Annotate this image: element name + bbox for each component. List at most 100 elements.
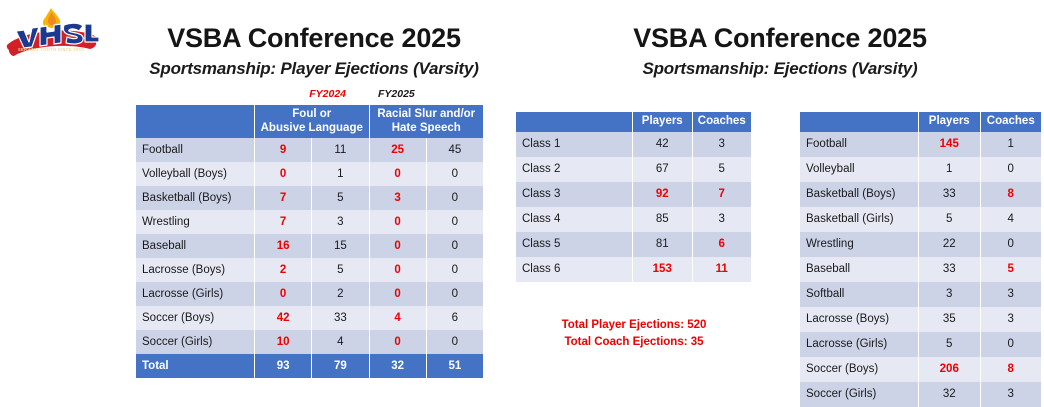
ejections-by-class-wrapper: Players Coaches Class 1 42 3 Class 2 67 5 Clas… xyxy=(516,112,752,348)
column-header-players: Players xyxy=(918,112,981,132)
table-row: Class 1 42 3 xyxy=(516,131,752,157)
cell-total-slur-fy2025: 51 xyxy=(425,354,485,379)
column-header-coaches: Coaches xyxy=(691,112,752,132)
cell-total-slur-fy2024: 32 xyxy=(368,354,427,379)
table-row: Wrestling 7 3 0 0 xyxy=(136,210,485,235)
cell-foul-fy2024: 0 xyxy=(253,282,313,307)
cell-foul-fy2025: 4 xyxy=(311,330,370,355)
cell-players: 22 xyxy=(918,231,981,257)
cell-players: 3 xyxy=(918,281,981,307)
left-panel: VSBA Conference 2025 Sportsmanship: Play… xyxy=(118,23,510,379)
cell-sport: Baseball xyxy=(800,256,919,282)
cell-slur-fy2024: 0 xyxy=(368,282,427,307)
cell-coaches: 7 xyxy=(691,181,752,207)
cell-foul-fy2024: 7 xyxy=(253,186,313,211)
table-row: Basketball (Girls) 5 4 xyxy=(800,206,1042,232)
cell-foul-fy2025: 1 xyxy=(311,162,370,187)
cell-sport: Volleyball (Boys) xyxy=(136,162,255,187)
cell-class: Class 5 xyxy=(516,231,633,257)
table-row: Baseball 33 5 xyxy=(800,256,1042,282)
cell-foul-fy2024: 16 xyxy=(253,234,313,259)
table-row: Basketball (Boys) 7 5 3 0 xyxy=(136,186,485,211)
cell-class: Class 1 xyxy=(516,131,633,157)
table-header-row: Players Coaches xyxy=(800,112,1042,132)
legend-fy2025: FY2025 xyxy=(378,88,415,101)
table-head: Players Coaches xyxy=(516,112,752,132)
ejection-totals: Total Player Ejections: 520 Total Coach … xyxy=(516,317,752,350)
cell-sport: Wrestling xyxy=(136,210,255,235)
player-ejections-table-wrapper: Foul or Abusive Language Racial Slur and… xyxy=(118,105,510,379)
cell-sport: Baseball xyxy=(136,234,255,259)
header-line-1: Foul or xyxy=(292,108,332,121)
table-row: Wrestling 22 0 xyxy=(800,231,1042,257)
table-total-row: Total 93 79 32 51 xyxy=(136,354,485,379)
table-head: Players Coaches xyxy=(800,112,1042,132)
column-header-sport xyxy=(800,112,919,132)
logo-tagline: SERVING YOUTH SINCE 1913 xyxy=(18,47,84,52)
cell-players: 1 xyxy=(918,156,981,182)
cell-slur-fy2025: 0 xyxy=(425,186,485,211)
cell-slur-fy2025: 0 xyxy=(425,162,485,187)
table-header-row: Foul or Abusive Language Racial Slur and… xyxy=(136,105,484,139)
ejections-by-sport-wrapper: Players Coaches Football 145 1 Volleyball 1 0… xyxy=(800,112,1042,407)
cell-foul-fy2024: 10 xyxy=(253,330,313,355)
cell-slur-fy2024: 0 xyxy=(368,258,427,283)
column-header-foul-abusive-language: Foul or Abusive Language xyxy=(254,105,370,139)
header-line-2: Abusive Language xyxy=(260,121,363,134)
cell-coaches: 3 xyxy=(691,131,752,157)
column-header-racial-slur-hate-speech: Racial Slur and/or Hate Speech xyxy=(368,105,484,139)
cell-slur-fy2025: 0 xyxy=(425,330,485,355)
cell-slur-fy2024: 0 xyxy=(368,162,427,187)
cell-foul-fy2025: 15 xyxy=(311,234,370,259)
cell-players: 35 xyxy=(918,306,981,332)
cell-coaches: 8 xyxy=(979,356,1042,382)
table-row: Soccer (Boys) 42 33 4 6 xyxy=(136,306,485,331)
cell-coaches: 3 xyxy=(979,381,1042,407)
cell-slur-fy2025: 6 xyxy=(425,306,485,331)
table-row: Football 9 11 25 45 xyxy=(136,138,485,163)
fiscal-year-legend: FY2024 FY2025 xyxy=(118,88,510,100)
ejections-by-sport-table: Players Coaches Football 145 1 Volleyball 1 0… xyxy=(800,112,1042,407)
left-title: VSBA Conference 2025 xyxy=(167,23,461,53)
table-row: Lacrosse (Girls) 0 2 0 0 xyxy=(136,282,485,307)
cell-foul-fy2024: 42 xyxy=(253,306,313,331)
cell-foul-fy2025: 5 xyxy=(311,186,370,211)
cell-players: 32 xyxy=(918,381,981,407)
cell-slur-fy2025: 0 xyxy=(425,210,485,235)
cell-foul-fy2024: 7 xyxy=(253,210,313,235)
cell-sport: Basketball (Girls) xyxy=(800,206,919,232)
table-row: Baseball 16 15 0 0 xyxy=(136,234,485,259)
table-row: Class 3 92 7 xyxy=(516,181,752,207)
cell-sport: Soccer (Boys) xyxy=(136,306,255,331)
table-body: Football 9 11 25 45 Volleyball (Boys) 0 1 0 0 Bask… xyxy=(136,138,485,379)
table-row: Football 145 1 xyxy=(800,131,1042,157)
cell-foul-fy2025: 11 xyxy=(311,138,370,163)
vhsl-logo: SERVING YOUTH SINCE 1913 xyxy=(4,4,100,62)
table-row: Class 4 85 3 xyxy=(516,206,752,232)
cell-foul-fy2025: 33 xyxy=(311,306,370,331)
cell-sport: Basketball (Boys) xyxy=(136,186,255,211)
cell-players: 81 xyxy=(632,231,693,257)
cell-slur-fy2024: 0 xyxy=(368,210,427,235)
table-body: Class 1 42 3 Class 2 67 5 Class 3 92 7 Class 4 85 3… xyxy=(516,131,752,282)
table-row: Softball 3 3 xyxy=(800,281,1042,307)
cell-sport: Lacrosse (Boys) xyxy=(136,258,255,283)
table-row: Soccer (Girls) 10 4 0 0 xyxy=(136,330,485,355)
table-row: Volleyball 1 0 xyxy=(800,156,1042,182)
cell-sport: Volleyball xyxy=(800,156,919,182)
cell-slur-fy2025: 0 xyxy=(425,258,485,283)
header-line-1: Racial Slur and/or xyxy=(377,108,476,121)
column-header-coaches: Coaches xyxy=(979,112,1042,132)
cell-sport: Lacrosse (Girls) xyxy=(800,331,919,357)
cell-slur-fy2025: 0 xyxy=(425,234,485,259)
cell-coaches: 3 xyxy=(691,206,752,232)
cell-class: Class 6 xyxy=(516,256,633,282)
cell-sport: Soccer (Girls) xyxy=(136,330,255,355)
cell-players: 5 xyxy=(918,206,981,232)
player-ejections-table: Foul or Abusive Language Racial Slur and… xyxy=(136,105,485,379)
vhsl-logo-svg: SERVING YOUTH SINCE 1913 xyxy=(6,8,100,56)
cell-foul-fy2024: 2 xyxy=(253,258,313,283)
cell-players: 145 xyxy=(918,131,981,157)
cell-foul-fy2025: 3 xyxy=(311,210,370,235)
cell-coaches: 6 xyxy=(691,231,752,257)
